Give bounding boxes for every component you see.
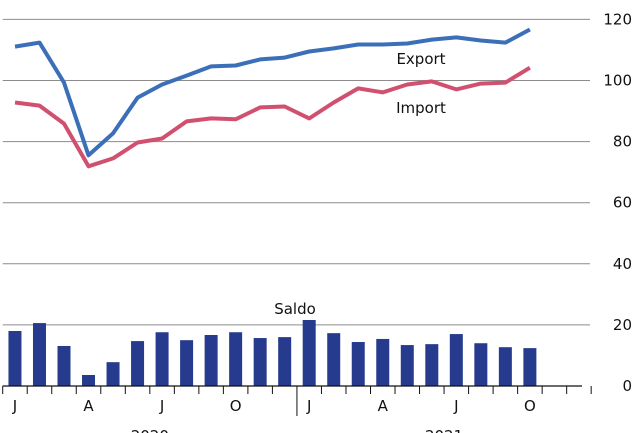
bar	[32, 323, 46, 386]
bar	[155, 332, 169, 386]
bar	[523, 348, 537, 386]
bar	[253, 338, 267, 386]
bar	[449, 334, 463, 386]
x-tick-label: A	[378, 397, 389, 415]
bar	[106, 362, 120, 386]
bar	[400, 345, 414, 386]
bar	[327, 333, 341, 386]
bar	[204, 334, 218, 386]
bar	[8, 331, 22, 386]
bar	[425, 344, 439, 386]
x-group-label: 2020	[131, 427, 169, 433]
x-tick-label: J	[453, 397, 458, 415]
y-tick-label: 100	[603, 72, 632, 90]
x-tick-label: O	[524, 397, 536, 415]
bar	[180, 340, 194, 386]
bar	[474, 343, 488, 386]
y-tick-label: 40	[613, 255, 632, 273]
bar	[302, 320, 316, 386]
y-tick-label: 80	[613, 133, 632, 151]
x-tick-label: O	[230, 397, 242, 415]
line	[14, 65, 531, 169]
x-tick-label: J	[306, 397, 311, 415]
x-tick-label: J	[159, 397, 164, 415]
series-label: Saldo	[274, 300, 316, 318]
y-tick-label: 60	[613, 194, 632, 212]
bar	[82, 375, 96, 386]
bar	[376, 338, 390, 386]
x-tick-label: A	[83, 397, 94, 415]
line	[14, 27, 531, 158]
series-label: Export	[396, 50, 445, 68]
y-tick-label: 0	[622, 377, 632, 395]
bar	[229, 332, 243, 386]
y-tick-label: 20	[613, 316, 632, 334]
bar	[351, 342, 365, 386]
bar	[278, 337, 292, 386]
x-group-label: 2021	[425, 427, 463, 433]
x-tick-label: J	[12, 397, 17, 415]
y-tick-label: 120	[603, 10, 632, 28]
bar	[498, 347, 512, 386]
bar	[57, 345, 71, 386]
bar	[131, 341, 145, 386]
series-label: Import	[396, 99, 446, 117]
